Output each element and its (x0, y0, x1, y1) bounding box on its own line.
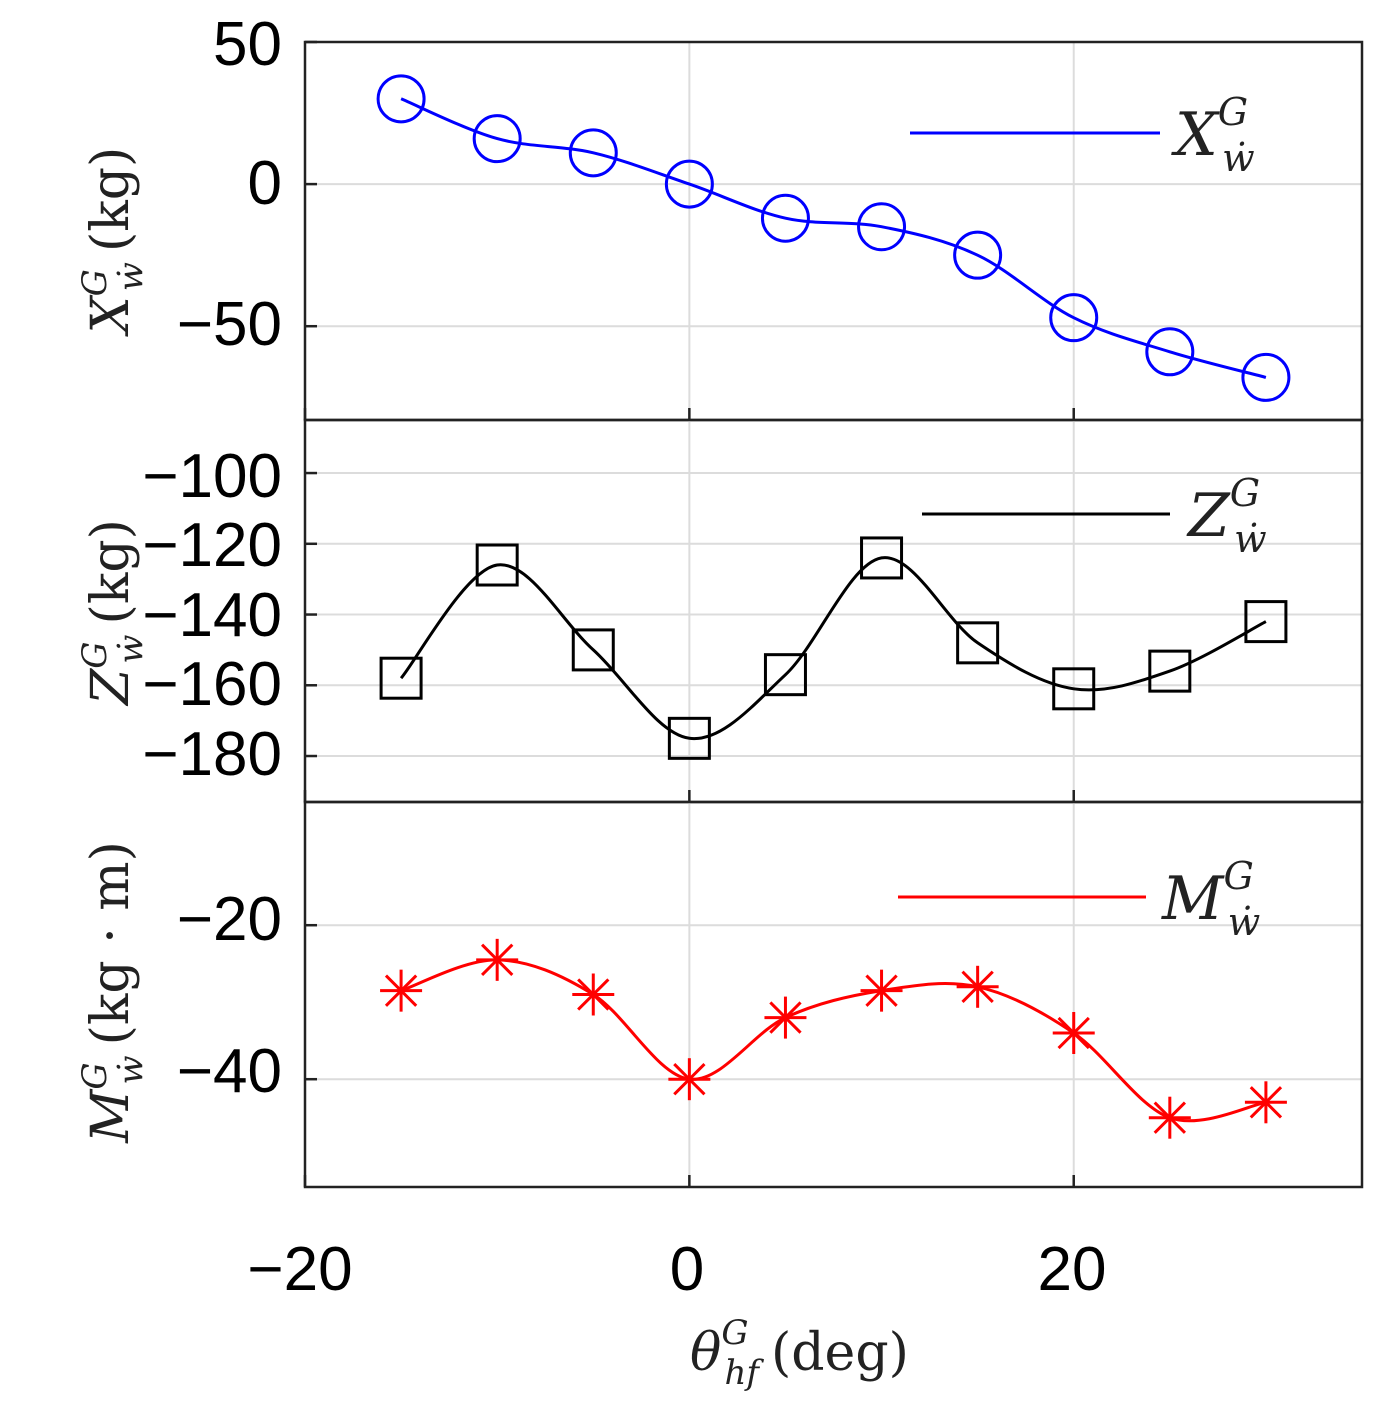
axes-frame-xw (303, 40, 1364, 422)
x-axis-label-sup: G (721, 1313, 748, 1353)
y-axis-label-mw: MGẇ(kg · m) (75, 841, 151, 1144)
legend-label-zw: ZG ẇ (1186, 471, 1267, 561)
data-point (763, 653, 807, 697)
data-point (956, 965, 999, 1008)
data-point (1148, 649, 1192, 693)
data-point-stroke (865, 974, 898, 1007)
data-point-stroke (577, 978, 610, 1011)
panel-mw-text: −20 −40 MGẇ(kg · m) MG ẇ (75, 841, 1260, 1144)
data-point (376, 74, 426, 124)
y-tick-label: −100 (142, 442, 282, 511)
y-tick-label: −20 (177, 885, 282, 954)
data-point-stroke (961, 970, 994, 1003)
data-point (475, 543, 519, 587)
series-line-mw (400, 958, 1267, 1123)
x-tick-label: −20 (247, 1235, 352, 1304)
x-axis: −20 0 20 θG hf (deg) (247, 1235, 1106, 1393)
data-point-stroke (1249, 1086, 1283, 1119)
panel-mw (303, 800, 1364, 1189)
y-tick-label: −160 (142, 650, 282, 719)
data-point (857, 202, 907, 252)
data-point (1148, 1096, 1191, 1139)
y-tick-label: −140 (142, 581, 282, 650)
y-tick-label: 0 (248, 149, 282, 218)
data-point (953, 230, 1003, 280)
legend-label-mw: MG ẇ (1161, 854, 1260, 944)
series-line-zw (399, 556, 1267, 741)
y-tick-label: −50 (177, 290, 282, 359)
y-axis-label-zw: ZGẇ(kg) (75, 519, 151, 707)
axes-frame-mw (303, 800, 1364, 1189)
data-point-stroke (769, 1001, 802, 1034)
data-point-stroke (1153, 1101, 1186, 1134)
x-axis-label-sub: hf (724, 1353, 764, 1393)
panel-xw (303, 40, 1364, 422)
data-point (664, 159, 714, 209)
data-point (568, 128, 618, 178)
data-point (764, 996, 807, 1039)
data-point (572, 973, 615, 1016)
panel-zw-text: −100 −120 −140 −160 −180 ZGẇ(kg) ZG ẇ (75, 442, 1267, 789)
x-axis-label-unit: (deg) (771, 1323, 909, 1383)
data-point (1244, 1081, 1287, 1124)
data-point-stroke (673, 1063, 706, 1096)
y-tick-label: −40 (177, 1037, 282, 1106)
x-axis-label-symbol: θ (690, 1323, 721, 1383)
data-point (1052, 667, 1096, 711)
data-point (472, 114, 522, 164)
data-point (1244, 600, 1288, 644)
x-tick-label: 20 (1038, 1235, 1107, 1304)
axes-frame-zw (303, 418, 1364, 804)
panels (303, 40, 1364, 1189)
data-point (476, 938, 519, 981)
data-point-stroke (481, 943, 514, 977)
data-point (380, 969, 423, 1012)
series-line-xw (400, 97, 1267, 379)
data-point (956, 621, 1000, 665)
data-point (379, 656, 423, 700)
y-tick-label: 50 (213, 10, 282, 79)
data-point (1145, 327, 1195, 377)
panel-xw-text: 50 0 −50 XGẇ(kg) XG ẇ (75, 10, 1255, 359)
y-axis-label-xw: XGẇ(kg) (75, 147, 151, 338)
data-point (571, 628, 615, 672)
data-point (667, 716, 711, 760)
data-point-stroke (1057, 1016, 1090, 1050)
data-point (668, 1058, 711, 1101)
y-tick-label: −120 (142, 511, 282, 580)
data-point (860, 536, 904, 580)
x-tick-label: 0 (670, 1235, 704, 1304)
data-point (1049, 293, 1099, 343)
y-tick-label: −180 (142, 720, 282, 789)
x-axis-label: θG hf (deg) (690, 1313, 909, 1393)
data-point (1241, 352, 1291, 402)
data-point-stroke (384, 974, 418, 1007)
data-point (760, 193, 810, 243)
data-point (860, 969, 903, 1012)
legend-label-xw: XG ẇ (1171, 90, 1255, 180)
panel-zw (303, 418, 1364, 804)
data-point (1052, 1012, 1095, 1054)
